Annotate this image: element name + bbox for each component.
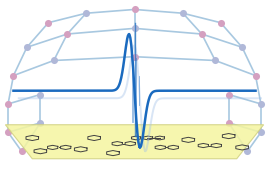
Polygon shape	[5, 125, 264, 159]
